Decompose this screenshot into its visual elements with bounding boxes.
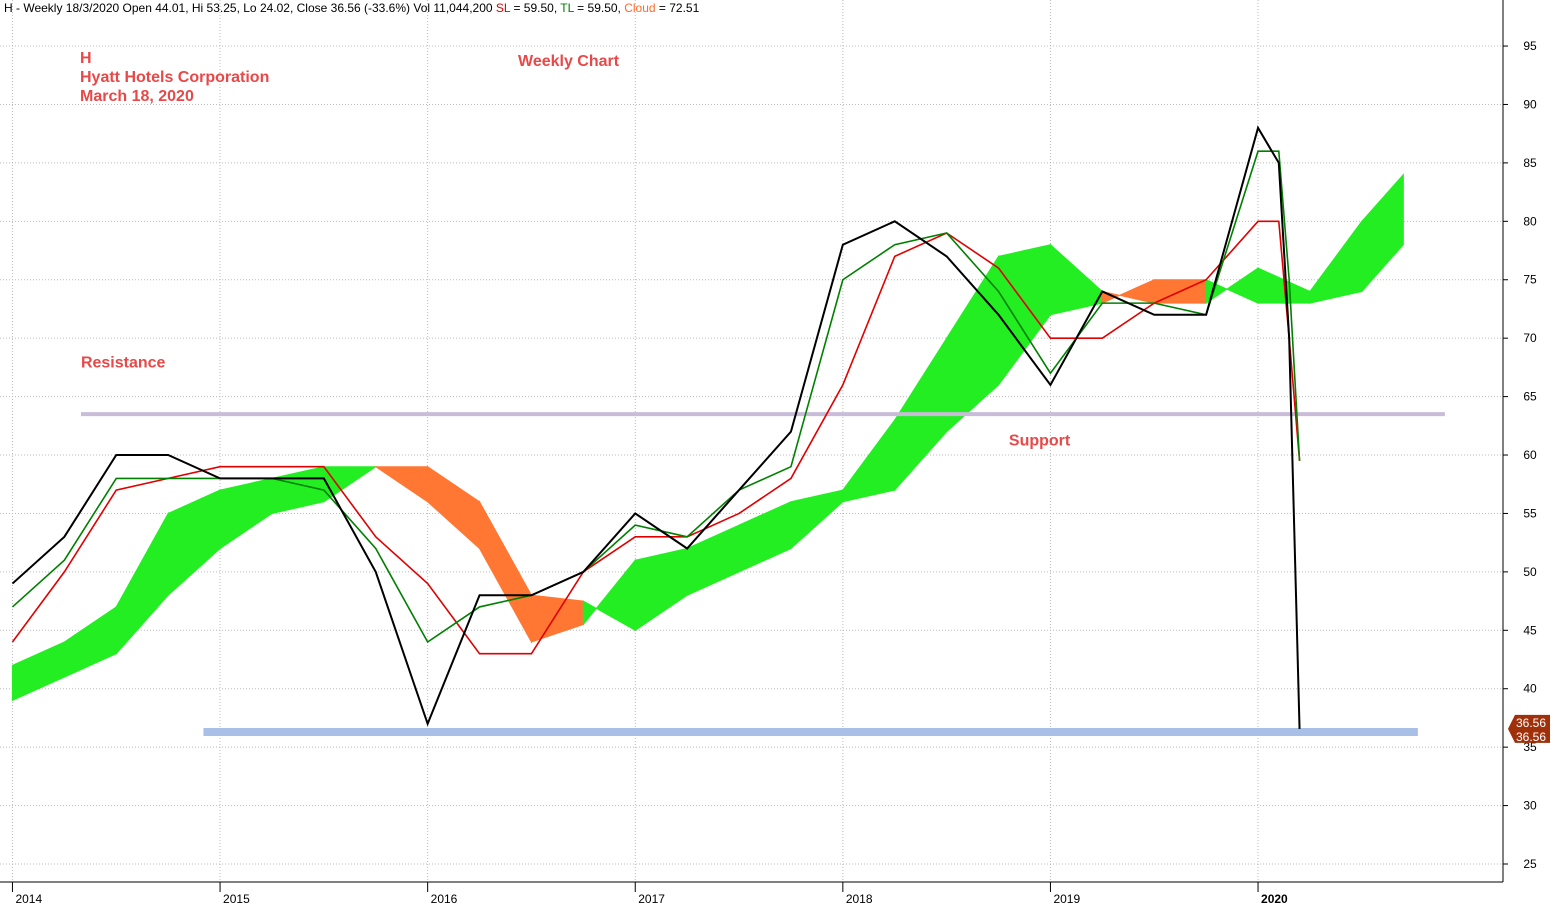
series-line [11,220,1301,655]
header-part: SL [496,1,511,15]
x-tick-label: 2018 [846,892,873,906]
y-tick-label: 70 [1523,331,1537,345]
title-line: Hyatt Hotels Corporation [80,69,269,86]
header-part: = 59.50, [574,1,624,15]
title-line: March 18, 2020 [80,88,194,105]
cloud-segment [1361,173,1404,293]
y-tick-label: 55 [1523,506,1537,520]
x-tick-label: 2015 [223,892,250,906]
header-part: = 72.51 [656,1,700,15]
y-tick-label: 80 [1523,214,1537,228]
annotation: Support [1009,433,1071,450]
price-tag-label: 36.56 [1516,730,1546,744]
header-part: H - Weekly 18/3/2020 Open 44.01, Hi 53.2… [4,1,496,15]
header-part: TL [560,1,574,15]
subtitle: Weekly Chart [518,53,620,70]
y-tick-label: 40 [1523,682,1537,696]
y-tick-label: 75 [1523,273,1537,287]
x-tick-label: 2017 [638,892,665,906]
series-line [11,125,1301,729]
x-tick-label: 2014 [15,892,42,906]
y-tick-label: 85 [1523,156,1537,170]
header-part: = 59.50, [510,1,560,15]
x-tick-label: 2019 [1053,892,1080,906]
y-tick-label: 60 [1523,448,1537,462]
y-tick-label: 65 [1523,390,1537,404]
price-tag-label: 36.56 [1516,716,1546,730]
y-tick-label: 25 [1523,857,1537,871]
header-part: Cloud [624,1,655,15]
price-tag [1508,714,1550,743]
y-tick-label: 90 [1523,97,1537,111]
annotation: Resistance [81,354,166,371]
y-tick-label: 35 [1523,740,1537,754]
cloud-segment [323,466,378,503]
x-tick-label: 2016 [431,892,458,906]
y-tick-label: 30 [1523,799,1537,813]
title-line: H [80,50,92,67]
y-tick-label: 50 [1523,565,1537,579]
header: H - Weekly 18/3/2020 Open 44.01, Hi 53.2… [4,1,700,15]
y-tick-label: 95 [1523,39,1537,53]
y-tick-label: 45 [1523,623,1537,637]
x-tick-label: 2020 [1261,892,1288,906]
